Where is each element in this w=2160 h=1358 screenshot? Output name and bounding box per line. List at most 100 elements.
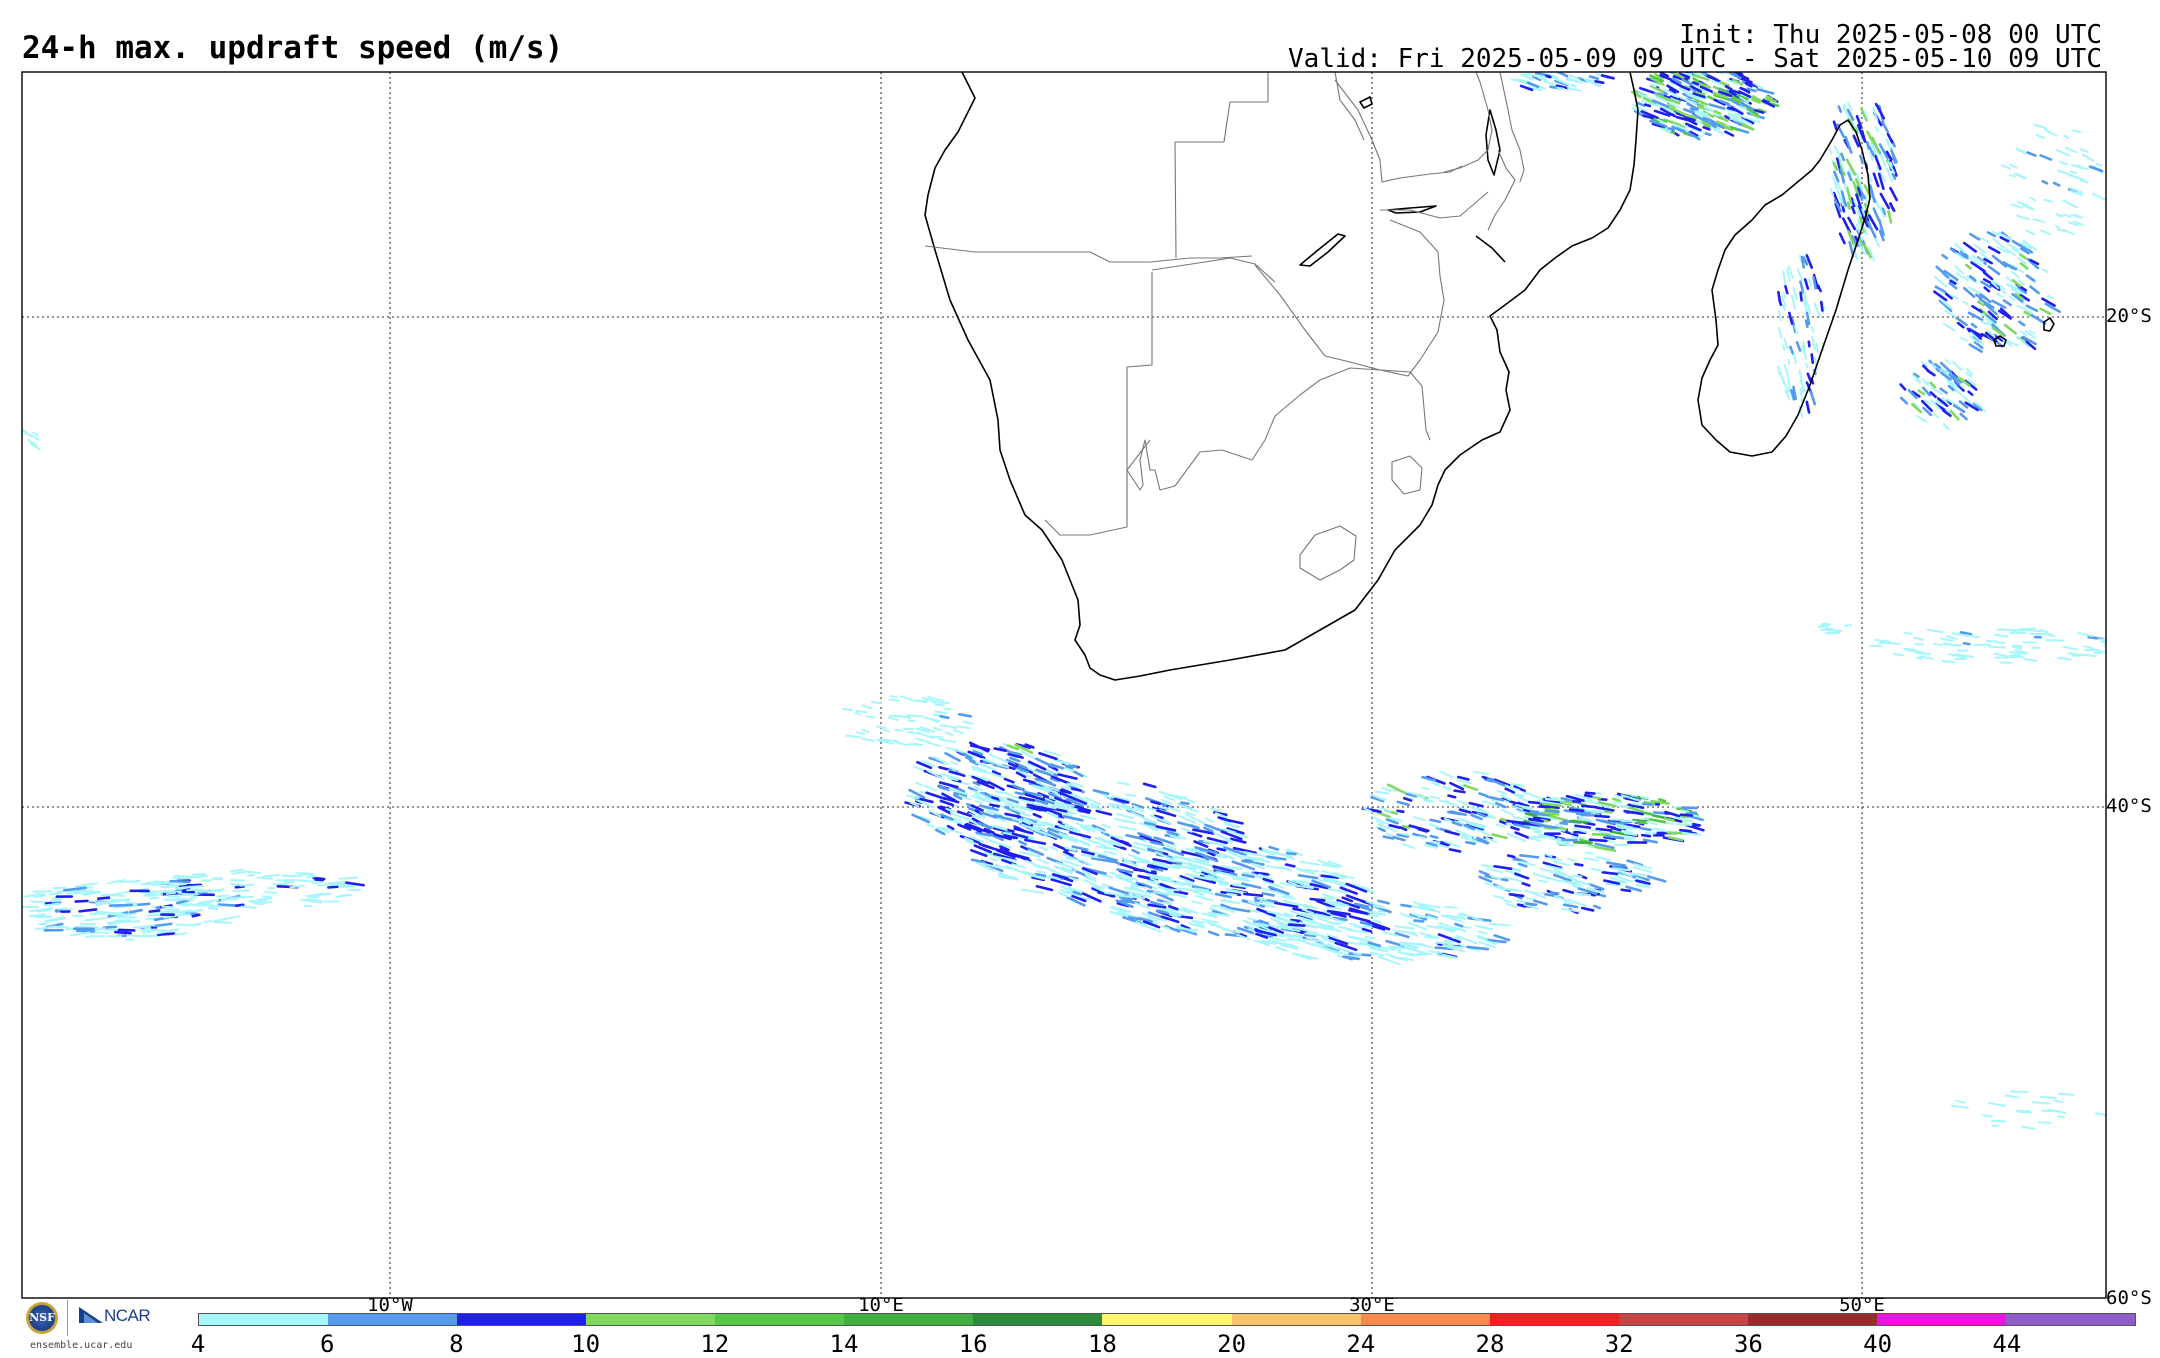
updraft-streak bbox=[147, 930, 164, 931]
updraft-streak bbox=[158, 934, 174, 935]
updraft-streak bbox=[1632, 804, 1641, 805]
updraft-streak bbox=[192, 924, 202, 925]
nsf-logo-text: NSF bbox=[26, 1311, 58, 1324]
updraft-streak bbox=[241, 897, 252, 898]
updraft-streak bbox=[110, 905, 132, 906]
updraft-streak bbox=[236, 886, 244, 887]
updraft-streak bbox=[1526, 903, 1536, 904]
updraft-streak bbox=[1645, 105, 1650, 106]
lat-label-20s: 20°S bbox=[2106, 305, 2152, 327]
updraft-streak bbox=[1622, 890, 1630, 891]
updraft-streak bbox=[1812, 327, 1813, 332]
updraft-streak bbox=[1605, 812, 1611, 813]
updraft-streak bbox=[1255, 873, 1267, 874]
updraft-streak bbox=[1586, 793, 1594, 794]
ncar-logo-icon bbox=[78, 1304, 104, 1324]
updraft-streak bbox=[167, 886, 177, 887]
updraft-streak bbox=[1510, 894, 1523, 896]
updraft-streak bbox=[1572, 837, 1583, 838]
updraft-streak bbox=[1881, 641, 1886, 642]
updraft-streak bbox=[1588, 846, 1594, 847]
updraft-streak bbox=[171, 881, 189, 882]
updraft-streak bbox=[1812, 354, 1813, 362]
updraft-streak bbox=[1848, 203, 1850, 208]
updraft-streak bbox=[265, 892, 275, 893]
updraft-streak bbox=[935, 705, 944, 706]
colorbar-swatch bbox=[1877, 1314, 2006, 1325]
updraft-streak bbox=[1418, 796, 1425, 797]
updraft-streak bbox=[1393, 949, 1400, 950]
updraft-streak bbox=[1354, 953, 1361, 954]
updraft-streak bbox=[940, 725, 946, 726]
updraft-streak bbox=[1403, 826, 1409, 827]
updraft-streak bbox=[2094, 653, 2101, 654]
updraft-streak bbox=[1508, 856, 1514, 857]
updraft-streak bbox=[2058, 1116, 2064, 1117]
updraft-streak bbox=[1397, 811, 1403, 812]
updraft-streak bbox=[1560, 823, 1566, 824]
colorbar bbox=[198, 1313, 2136, 1326]
updraft-streak bbox=[1244, 894, 1262, 896]
updraft-streak bbox=[895, 730, 902, 731]
updraft-streak bbox=[73, 891, 92, 892]
updraft-streak bbox=[290, 886, 304, 887]
updraft-streak bbox=[889, 700, 898, 701]
updraft-streak bbox=[119, 930, 134, 931]
updraft-streak bbox=[1157, 911, 1165, 913]
updraft-streak bbox=[1193, 858, 1201, 859]
updraft-streak bbox=[1666, 819, 1674, 821]
updraft-streak bbox=[1575, 864, 1582, 865]
updraft-streak bbox=[1654, 812, 1663, 813]
updraft-streak bbox=[76, 901, 88, 902]
updraft-streak bbox=[2010, 175, 2015, 176]
updraft-streak bbox=[2013, 646, 2022, 647]
updraft-streak bbox=[1610, 819, 1622, 820]
updraft-streak bbox=[1227, 894, 1236, 895]
updraft-streak bbox=[204, 921, 211, 922]
updraft-streak bbox=[931, 737, 943, 738]
colorbar-swatch bbox=[1361, 1314, 1490, 1325]
updraft-streak bbox=[1193, 921, 1205, 922]
updraft-streak bbox=[2041, 1097, 2056, 1098]
updraft-streak bbox=[98, 898, 109, 899]
updraft-streak bbox=[182, 905, 189, 906]
updraft-streak bbox=[1546, 811, 1559, 812]
updraft-streak bbox=[115, 932, 130, 933]
updraft-streak bbox=[1431, 836, 1437, 838]
updraft-streak bbox=[193, 915, 200, 916]
updraft-streak bbox=[1540, 87, 1545, 88]
updraft-streak bbox=[1401, 905, 1410, 906]
updraft-streak bbox=[1093, 887, 1104, 888]
updraft-streak bbox=[1523, 807, 1530, 808]
lat-label-60s: 60°S bbox=[2106, 1287, 2152, 1309]
updraft-streak bbox=[301, 874, 312, 875]
updraft-streak bbox=[143, 932, 153, 933]
updraft-streak bbox=[1821, 630, 1835, 631]
updraft-streak bbox=[1801, 293, 1802, 301]
updraft-streak bbox=[50, 900, 61, 901]
updraft-streak bbox=[1205, 876, 1212, 877]
updraft-streak bbox=[1557, 88, 1564, 89]
updraft-streak bbox=[1681, 810, 1688, 811]
updraft-streak bbox=[214, 922, 231, 923]
updraft-streak bbox=[1551, 893, 1558, 894]
colorbar-swatch bbox=[844, 1314, 973, 1325]
updraft-streak bbox=[1997, 642, 2004, 643]
updraft-streak bbox=[1989, 646, 2005, 647]
updraft-streak bbox=[1376, 913, 1384, 914]
updraft-streak bbox=[1706, 133, 1711, 134]
updraft-streak bbox=[1917, 658, 1922, 659]
updraft-streak bbox=[1556, 830, 1565, 831]
updraft-streak bbox=[248, 872, 260, 873]
updraft-streak bbox=[1287, 853, 1295, 854]
updraft-streak bbox=[1546, 894, 1553, 895]
updraft-streak bbox=[1975, 644, 1990, 645]
updraft-streak bbox=[1915, 644, 1923, 645]
updraft-streak bbox=[1418, 916, 1427, 917]
updraft-streak bbox=[1917, 653, 1930, 654]
updraft-streak bbox=[1802, 257, 1804, 267]
updraft-streak bbox=[236, 905, 243, 906]
updraft-streak bbox=[241, 907, 255, 908]
updraft-streak bbox=[1582, 806, 1596, 807]
updraft-streak bbox=[990, 805, 998, 807]
